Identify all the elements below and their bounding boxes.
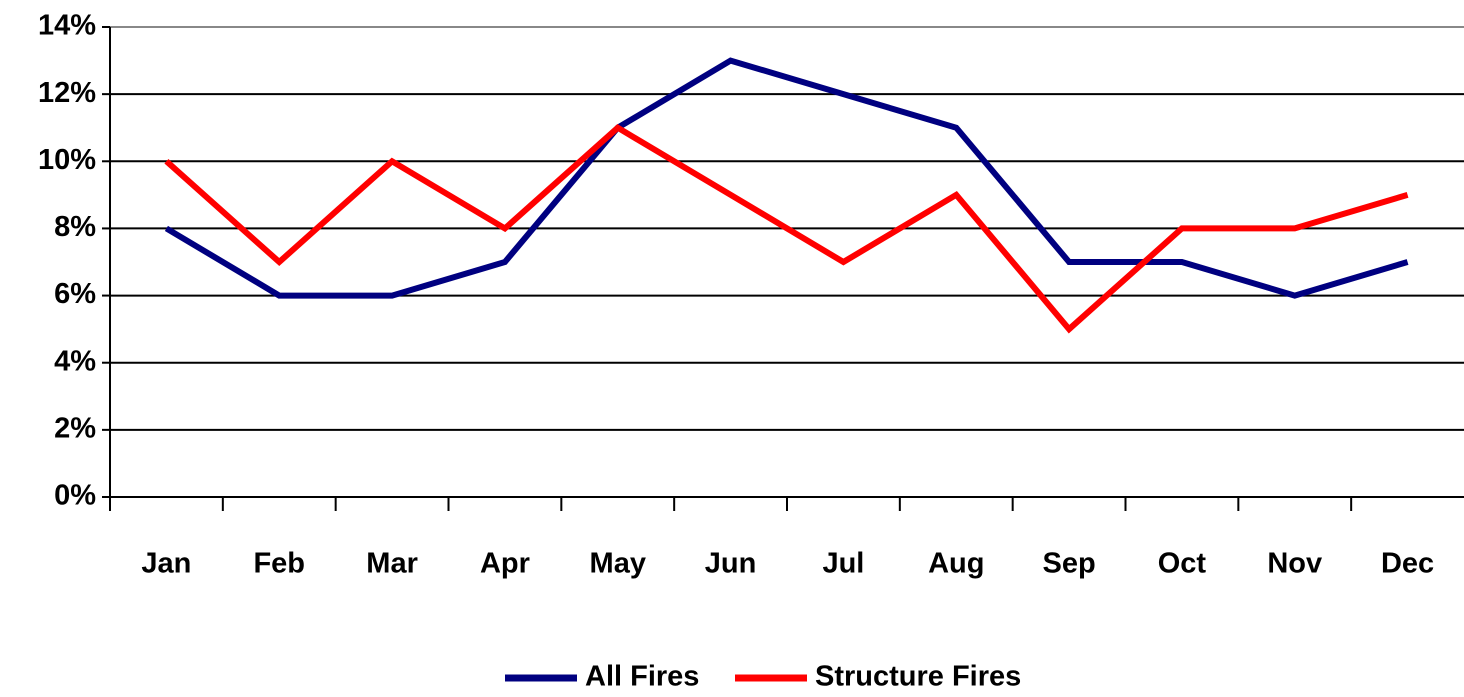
x-tick-label: Apr — [480, 548, 530, 580]
legend-label: All Fires — [585, 661, 699, 693]
y-tick-label: 0% — [54, 480, 96, 512]
x-tick-label: Mar — [366, 548, 418, 580]
x-tick-label: Jul — [822, 548, 864, 580]
x-tick-label: Feb — [253, 548, 305, 580]
y-tick-label: 10% — [38, 144, 96, 176]
data-line — [164, 124, 1409, 334]
data-line — [164, 57, 1409, 299]
x-tick-label: May — [590, 548, 646, 580]
y-tick-label: 6% — [54, 278, 96, 310]
x-tick-label: Jun — [705, 548, 757, 580]
y-tick-label: 12% — [38, 77, 96, 109]
x-tick-label: Sep — [1042, 548, 1095, 580]
legend-label: Structure Fires — [815, 661, 1021, 693]
x-tick-label: Dec — [1381, 548, 1434, 580]
x-tick-label: Jan — [141, 548, 191, 580]
x-tick-label: Aug — [928, 548, 984, 580]
y-tick-label: 8% — [54, 211, 96, 243]
y-tick-label: 2% — [54, 413, 96, 445]
y-tick-label: 4% — [54, 345, 96, 377]
y-tick-label: 14% — [38, 10, 96, 42]
x-tick-label: Nov — [1267, 548, 1322, 580]
x-tick-label: Oct — [1158, 548, 1207, 580]
